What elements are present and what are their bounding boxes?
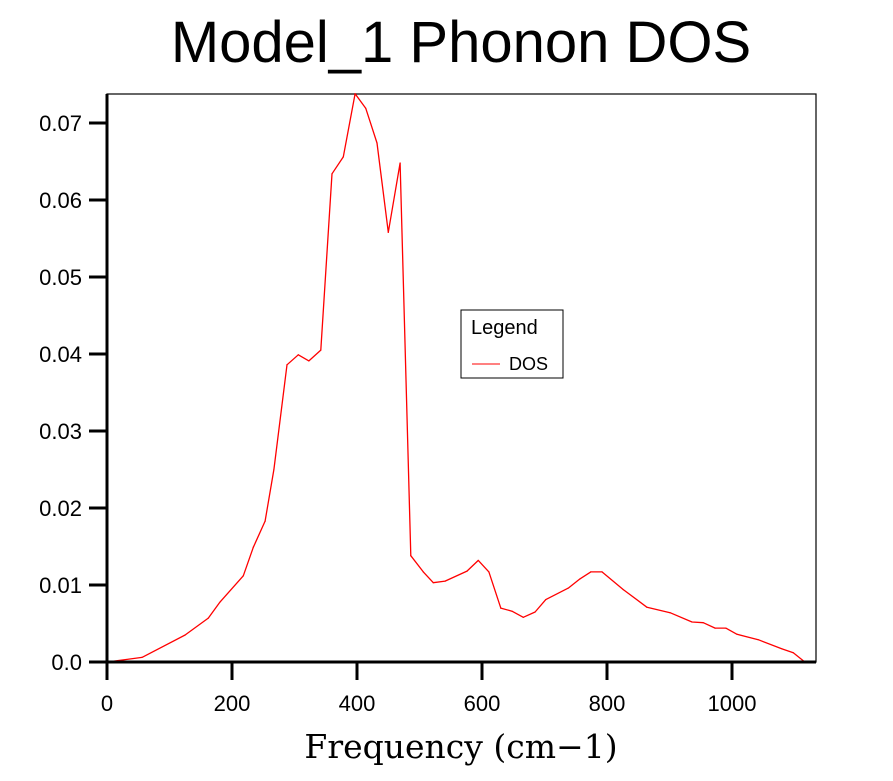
data-point (264, 520, 266, 522)
data-point (545, 599, 547, 601)
x-tick-label: 0 (101, 691, 113, 716)
data-point (399, 162, 401, 164)
data-point (500, 607, 502, 609)
data-point (219, 601, 221, 603)
x-tick-label: 1000 (708, 691, 757, 716)
y-tick-label: 0.06 (39, 188, 82, 213)
data-point (725, 627, 727, 629)
data-point (622, 589, 624, 591)
data-point (387, 231, 389, 233)
series-layer (106, 93, 805, 663)
data-point (141, 656, 143, 658)
data-point (534, 611, 536, 613)
data-point (252, 546, 254, 548)
data-point (579, 578, 581, 580)
y-ticks: 0.0 0.01 0.02 0.03 0.04 0.05 0.06 0.07 (39, 111, 107, 675)
y-tick-label: 0.04 (39, 342, 82, 367)
data-point (354, 93, 356, 95)
data-point (646, 606, 648, 608)
x-ticks: 0 200 400 600 800 1000 (101, 662, 757, 716)
data-point (184, 634, 186, 636)
data-point (432, 582, 434, 584)
x-tick-label: 400 (339, 691, 376, 716)
data-point (714, 627, 716, 629)
chart-title: Model_1 Phonon DOS (171, 10, 751, 75)
legend-title: Legend (471, 317, 538, 339)
data-point (477, 559, 479, 561)
data-point (691, 621, 693, 623)
data-point (669, 612, 671, 614)
data-point (308, 360, 310, 362)
y-tick-label: 0.0 (51, 650, 82, 675)
y-tick-label: 0.05 (39, 265, 82, 290)
data-point (601, 571, 603, 573)
series-line-dos (106, 93, 805, 663)
legend-box (460, 309, 564, 379)
data-point (567, 587, 569, 589)
data-point (286, 364, 288, 366)
y-tick-label: 0.01 (39, 573, 82, 598)
data-point (702, 622, 704, 624)
x-axis-label: Frequency (cm−1) (304, 727, 617, 766)
data-point (331, 173, 333, 175)
data-point (488, 571, 490, 573)
data-point (422, 571, 424, 573)
x-tick-label: 200 (214, 691, 251, 716)
data-point (207, 617, 209, 619)
y-tick-label: 0.07 (39, 111, 82, 136)
y-tick-label: 0.02 (39, 496, 82, 521)
data-point (342, 156, 344, 158)
y-tick-label: 0.03 (39, 419, 82, 444)
x-tick-label: 600 (464, 691, 501, 716)
legend-entry-dos: DOS (509, 354, 548, 374)
data-point (297, 354, 299, 356)
data-point (273, 468, 275, 471)
data-point (242, 575, 244, 577)
data-point (365, 107, 367, 109)
data-point (792, 652, 794, 654)
x-tick-label: 800 (589, 691, 626, 716)
data-point (590, 571, 592, 573)
data-point (444, 580, 446, 582)
data-point (410, 555, 412, 557)
data-point (376, 142, 378, 144)
data-point (736, 633, 738, 635)
legend: Legend DOS (460, 309, 564, 379)
data-point (522, 616, 524, 618)
data-point (757, 639, 759, 641)
data-point (320, 349, 322, 351)
data-point (781, 648, 783, 650)
data-point (511, 610, 513, 612)
data-point (466, 570, 468, 572)
